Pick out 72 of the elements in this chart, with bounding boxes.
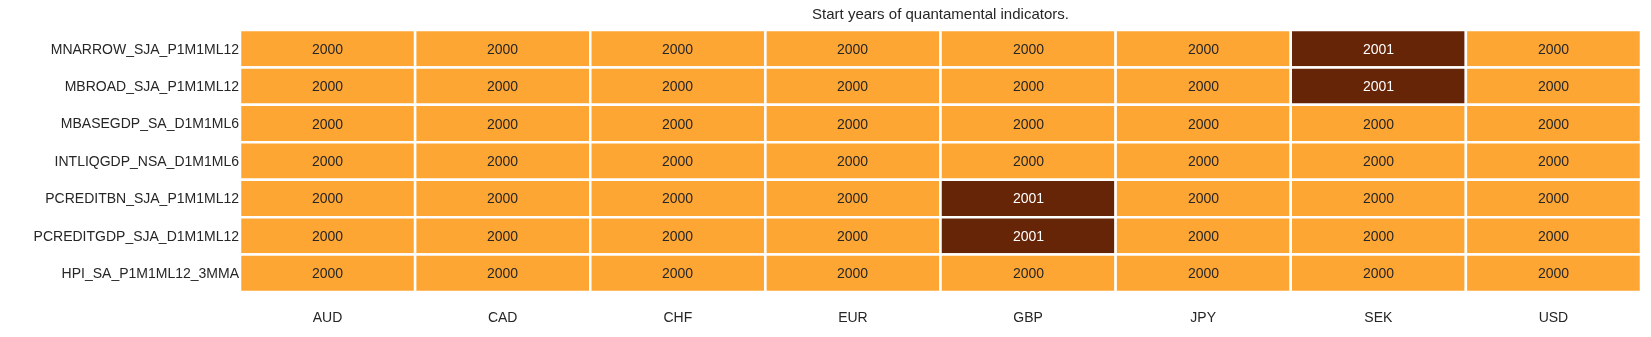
x-tick-label: AUD xyxy=(312,308,343,325)
data-label: 2000 xyxy=(1188,78,1220,94)
data-label: 2000 xyxy=(487,78,519,94)
x-tick-label: CHF xyxy=(663,308,693,325)
data-label: 2000 xyxy=(1538,190,1570,206)
data-label: 2000 xyxy=(1538,265,1570,281)
data-label: 2000 xyxy=(487,228,519,244)
x-tick-label: SEK xyxy=(1364,308,1393,325)
data-label: 2000 xyxy=(837,116,869,132)
data-label: 2000 xyxy=(312,41,344,57)
data-label: 2000 xyxy=(1013,153,1045,169)
data-label: 2000 xyxy=(1538,78,1570,94)
y-tick-label: MBROAD_SJA_P1M1ML12 xyxy=(64,78,240,95)
data-label: 2001 xyxy=(1363,78,1395,94)
data-label: 2000 xyxy=(1363,265,1395,281)
data-label: 2000 xyxy=(837,153,869,169)
data-label: 2000 xyxy=(837,265,869,281)
y-tick-label: HPI_SA_P1M1ML12_3MMA xyxy=(61,265,240,282)
data-label: 2000 xyxy=(312,265,344,281)
data-label: 2000 xyxy=(662,265,694,281)
data-label: 2000 xyxy=(487,265,519,281)
x-tick-label: JPY xyxy=(1190,308,1217,325)
data-label: 2000 xyxy=(662,228,694,244)
data-label: 2000 xyxy=(837,78,869,94)
data-label: 2000 xyxy=(312,190,344,206)
data-label: 2000 xyxy=(1538,153,1570,169)
data-label: 2000 xyxy=(487,41,519,57)
data-label: 2000 xyxy=(662,41,694,57)
y-tick-label: MBASEGDP_SA_D1M1ML6 xyxy=(60,115,240,132)
data-label: 2000 xyxy=(487,190,519,206)
data-label: 2000 xyxy=(662,190,694,206)
y-tick-label: INTLIQGDP_NSA_D1M1ML6 xyxy=(54,152,240,169)
x-tick-label: GBP xyxy=(1013,308,1043,325)
data-label: 2000 xyxy=(662,153,694,169)
data-label: 2000 xyxy=(1538,116,1570,132)
data-label: 2000 xyxy=(1363,116,1395,132)
data-label: 2000 xyxy=(1188,41,1220,57)
data-label: 2000 xyxy=(1363,153,1395,169)
data-label: 2000 xyxy=(1188,190,1220,206)
data-label: 2000 xyxy=(312,228,344,244)
y-tick-label: MNARROW_SJA_P1M1ML12 xyxy=(50,40,240,57)
data-label: 2001 xyxy=(1363,41,1395,57)
data-label: 2000 xyxy=(1363,190,1395,206)
data-label: 2000 xyxy=(662,116,694,132)
data-label: 2000 xyxy=(1013,41,1045,57)
data-label: 2000 xyxy=(1538,228,1570,244)
data-label: 2000 xyxy=(487,153,519,169)
data-label: 2000 xyxy=(1188,228,1220,244)
data-label: 2000 xyxy=(312,153,344,169)
data-label: 2000 xyxy=(1363,228,1395,244)
x-tick-label: USD xyxy=(1538,308,1569,325)
data-label: 2000 xyxy=(837,190,869,206)
data-label: 2000 xyxy=(1188,153,1220,169)
data-label: 2000 xyxy=(1188,116,1220,132)
data-label: 2001 xyxy=(1013,190,1045,206)
data-label: 2000 xyxy=(1188,265,1220,281)
data-label: 2000 xyxy=(837,228,869,244)
data-label: 2000 xyxy=(312,116,344,132)
y-tick-label: PCREDITBN_SJA_P1M1ML12 xyxy=(45,190,240,207)
chart-title: Start years of quantamental indicators. xyxy=(812,4,1069,22)
data-label: 2000 xyxy=(662,78,694,94)
data-label: 2000 xyxy=(1538,41,1570,57)
x-tick-label: EUR xyxy=(838,308,868,325)
data-label: 2000 xyxy=(1013,116,1045,132)
data-label: 2000 xyxy=(312,78,344,94)
data-label: 2000 xyxy=(1013,78,1045,94)
y-tick-label: PCREDITGDP_SJA_D1M1ML12 xyxy=(33,227,240,244)
data-label: 2000 xyxy=(1013,265,1045,281)
data-label: 2000 xyxy=(487,116,519,132)
data-label: 2000 xyxy=(837,41,869,57)
data-label: 2001 xyxy=(1013,228,1045,244)
x-tick-label: CAD xyxy=(487,308,518,325)
